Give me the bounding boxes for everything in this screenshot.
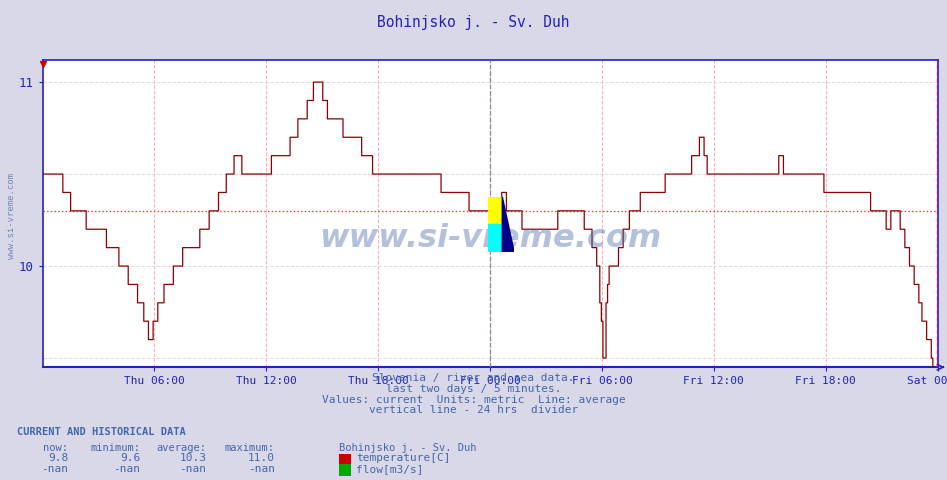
Polygon shape	[502, 197, 514, 252]
Text: last two days / 5 minutes.: last two days / 5 minutes.	[385, 384, 562, 394]
Text: CURRENT AND HISTORICAL DATA: CURRENT AND HISTORICAL DATA	[17, 427, 186, 437]
Text: -nan: -nan	[41, 464, 68, 474]
Text: -nan: -nan	[179, 464, 206, 474]
Text: Slovenia / river and sea data.: Slovenia / river and sea data.	[372, 373, 575, 384]
Text: 10.3: 10.3	[179, 453, 206, 463]
Text: minimum:: minimum:	[90, 443, 140, 453]
Bar	[488, 225, 502, 252]
Text: -nan: -nan	[113, 464, 140, 474]
Text: 11.0: 11.0	[247, 453, 275, 463]
Text: vertical line - 24 hrs  divider: vertical line - 24 hrs divider	[369, 405, 578, 415]
Text: flow[m3/s]: flow[m3/s]	[356, 464, 423, 474]
Text: 9.6: 9.6	[120, 453, 140, 463]
Text: www.si-vreme.com: www.si-vreme.com	[7, 173, 16, 259]
Text: now:: now:	[44, 443, 68, 453]
Text: maximum:: maximum:	[224, 443, 275, 453]
Text: www.si-vreme.com: www.si-vreme.com	[319, 223, 661, 253]
Text: Values: current  Units: metric  Line: average: Values: current Units: metric Line: aver…	[322, 395, 625, 405]
Text: Bohinjsko j. - Sv. Duh: Bohinjsko j. - Sv. Duh	[339, 443, 476, 453]
Bar	[488, 197, 502, 225]
Text: -nan: -nan	[247, 464, 275, 474]
Text: Bohinjsko j. - Sv. Duh: Bohinjsko j. - Sv. Duh	[377, 15, 570, 30]
Text: 9.8: 9.8	[48, 453, 68, 463]
Text: average:: average:	[156, 443, 206, 453]
Text: temperature[C]: temperature[C]	[356, 453, 451, 463]
